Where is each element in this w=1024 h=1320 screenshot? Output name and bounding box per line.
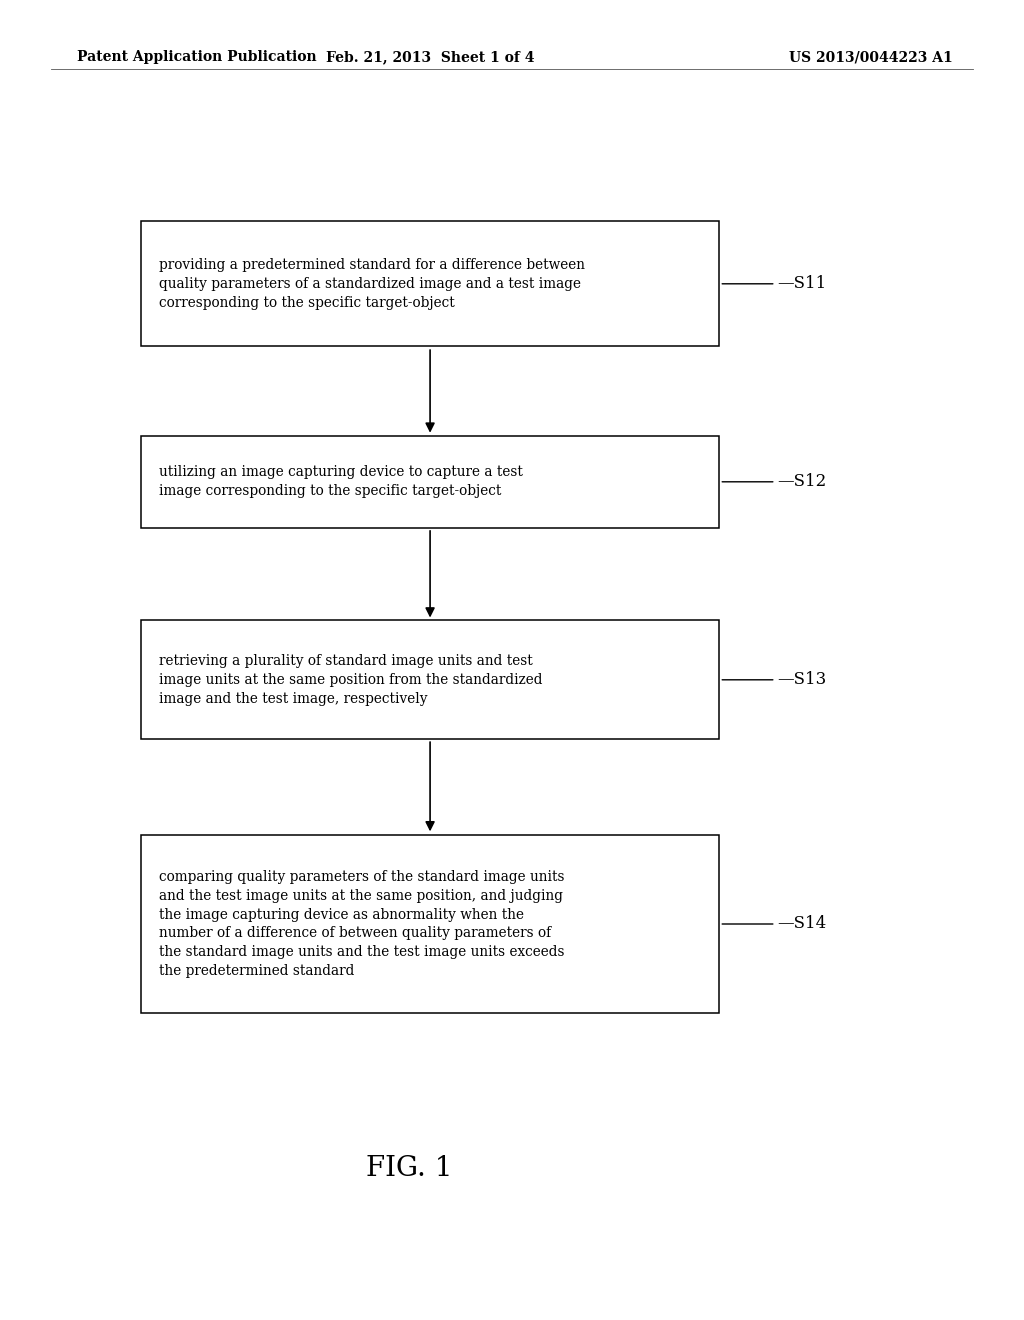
Text: providing a predetermined standard for a difference between
quality parameters o: providing a predetermined standard for a… [160, 257, 586, 310]
Text: —S11: —S11 [778, 276, 827, 292]
Text: —S14: —S14 [778, 916, 827, 932]
Text: —S13: —S13 [778, 672, 827, 688]
Bar [141, 836, 719, 1014]
Text: utilizing an image capturing device to capture a test
image corresponding to the: utilizing an image capturing device to c… [160, 466, 523, 498]
Bar [141, 436, 719, 528]
Text: retrieving a plurality of standard image units and test
image units at the same : retrieving a plurality of standard image… [160, 653, 543, 706]
Bar [141, 220, 719, 346]
Text: US 2013/0044223 A1: US 2013/0044223 A1 [788, 50, 952, 65]
Bar [141, 620, 719, 739]
Text: Patent Application Publication: Patent Application Publication [77, 50, 316, 65]
Text: Feb. 21, 2013  Sheet 1 of 4: Feb. 21, 2013 Sheet 1 of 4 [326, 50, 535, 65]
Text: comparing quality parameters of the standard image units
and the test image unit: comparing quality parameters of the stan… [160, 870, 564, 978]
Text: —S12: —S12 [778, 474, 827, 490]
Text: FIG. 1: FIG. 1 [367, 1155, 453, 1181]
